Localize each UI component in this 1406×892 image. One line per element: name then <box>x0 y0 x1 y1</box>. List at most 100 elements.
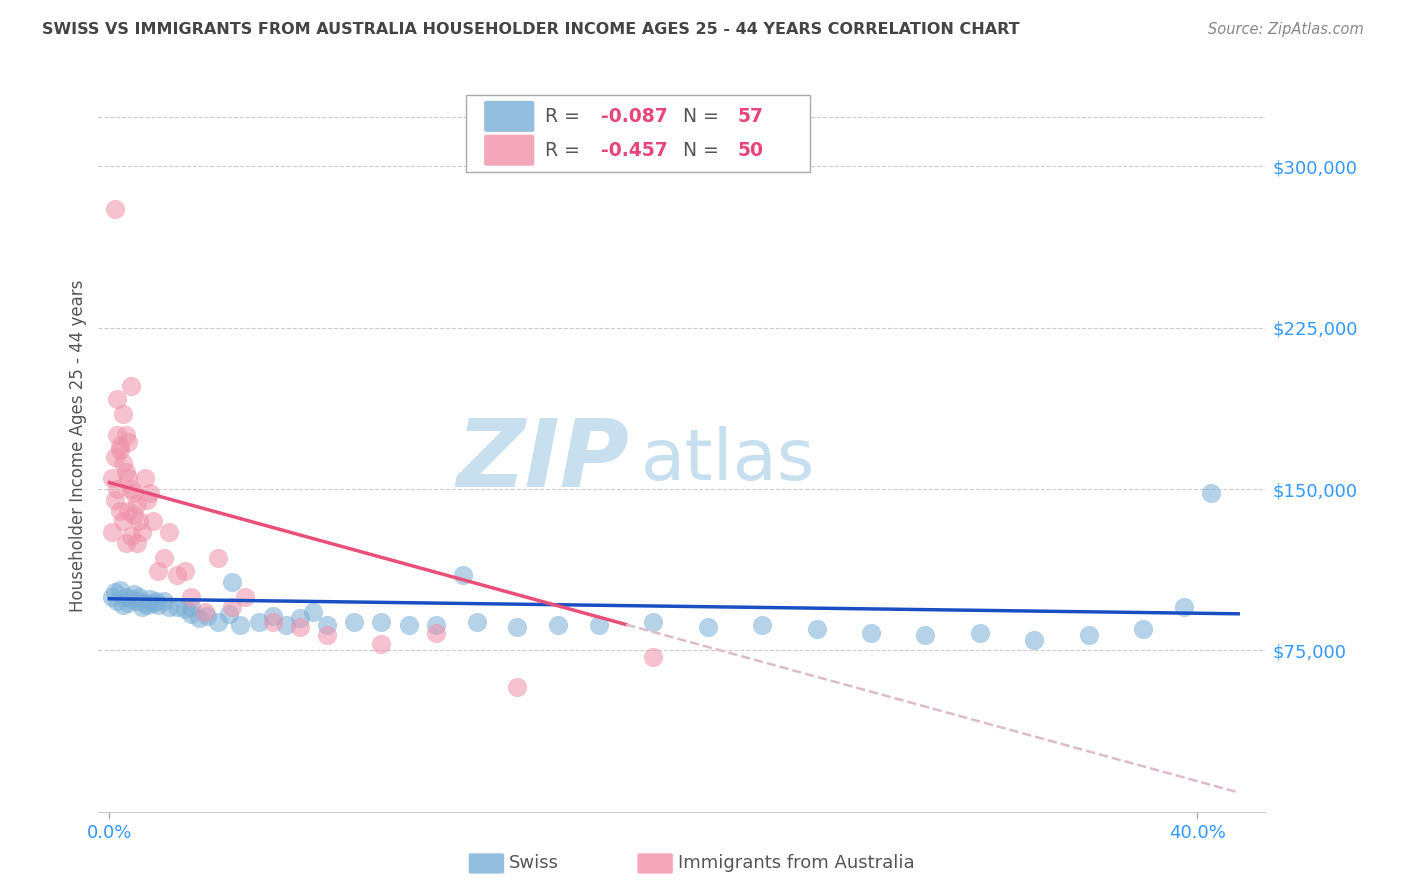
Point <box>108 503 131 517</box>
Point <box>125 497 148 511</box>
Point <box>180 600 202 615</box>
Text: Source: ZipAtlas.com: Source: ZipAtlas.com <box>1208 22 1364 37</box>
Point <box>125 594 148 608</box>
Point <box>101 471 124 485</box>
Point <box>125 536 148 550</box>
Text: atlas: atlas <box>641 426 815 495</box>
Point <box>117 503 139 517</box>
Point <box>104 202 127 217</box>
Point <box>101 590 124 604</box>
Point <box>157 524 180 539</box>
Point <box>262 609 284 624</box>
Text: Swiss: Swiss <box>509 855 560 872</box>
Point <box>104 585 127 599</box>
Point <box>547 617 569 632</box>
Point <box>1077 628 1099 642</box>
Point <box>180 607 202 621</box>
Point <box>120 591 142 606</box>
Point <box>108 443 131 458</box>
Point <box>274 617 297 632</box>
Point <box>117 596 139 610</box>
Point <box>195 609 218 624</box>
Point <box>316 628 339 642</box>
Point <box>1173 600 1195 615</box>
Point <box>142 596 165 610</box>
FancyBboxPatch shape <box>484 100 534 133</box>
Point <box>316 617 339 632</box>
Point <box>117 471 139 485</box>
Point <box>111 514 134 528</box>
Point <box>114 536 136 550</box>
Point <box>120 529 142 543</box>
Point <box>398 617 420 632</box>
Point <box>207 615 229 630</box>
Point <box>152 550 174 565</box>
Point <box>302 605 325 619</box>
Text: 57: 57 <box>738 107 763 126</box>
Point <box>370 637 392 651</box>
Point <box>506 620 529 634</box>
Point <box>122 486 145 500</box>
Text: 50: 50 <box>738 141 763 160</box>
Point <box>104 492 127 507</box>
Point <box>751 617 773 632</box>
Point <box>221 600 243 615</box>
Point <box>117 434 139 449</box>
Point <box>188 611 211 625</box>
Point <box>107 594 129 608</box>
Point <box>122 587 145 601</box>
Point <box>969 626 991 640</box>
Text: R =: R = <box>546 141 586 160</box>
Point <box>108 583 131 598</box>
Point <box>136 598 159 612</box>
Point <box>233 590 256 604</box>
Point <box>148 564 170 578</box>
Point <box>370 615 392 630</box>
Point <box>174 564 197 578</box>
Point <box>114 590 136 604</box>
Point <box>104 450 127 464</box>
Point <box>643 649 665 664</box>
Point <box>643 615 665 630</box>
Point <box>343 615 366 630</box>
FancyBboxPatch shape <box>484 134 534 166</box>
Point <box>107 392 129 406</box>
Point <box>134 471 156 485</box>
Point <box>108 439 131 453</box>
Point <box>122 508 145 522</box>
Point <box>128 590 150 604</box>
FancyBboxPatch shape <box>465 95 810 171</box>
Point <box>288 611 311 625</box>
Point <box>180 590 202 604</box>
Point <box>148 598 170 612</box>
Point <box>114 465 136 479</box>
Text: N =: N = <box>683 141 725 160</box>
Point <box>120 378 142 392</box>
Point <box>131 600 153 615</box>
Text: SWISS VS IMMIGRANTS FROM AUSTRALIA HOUSEHOLDER INCOME AGES 25 - 44 YEARS CORRELA: SWISS VS IMMIGRANTS FROM AUSTRALIA HOUSE… <box>42 22 1019 37</box>
Point <box>229 617 252 632</box>
Point <box>131 524 153 539</box>
Point <box>128 514 150 528</box>
Point <box>111 598 134 612</box>
Point <box>111 407 134 421</box>
Point <box>1132 622 1154 636</box>
Point <box>193 605 215 619</box>
Point <box>174 602 197 616</box>
Point <box>166 600 188 615</box>
Point <box>157 600 180 615</box>
Point <box>139 486 162 500</box>
Point <box>120 482 142 496</box>
Point <box>588 617 610 632</box>
Point <box>262 615 284 630</box>
Point <box>425 626 447 640</box>
Point <box>134 596 156 610</box>
Point <box>207 550 229 565</box>
Point <box>465 615 488 630</box>
Point <box>152 594 174 608</box>
Point <box>806 622 828 636</box>
Point <box>107 428 129 442</box>
Point <box>107 482 129 496</box>
Point <box>145 594 167 608</box>
Point <box>247 615 270 630</box>
